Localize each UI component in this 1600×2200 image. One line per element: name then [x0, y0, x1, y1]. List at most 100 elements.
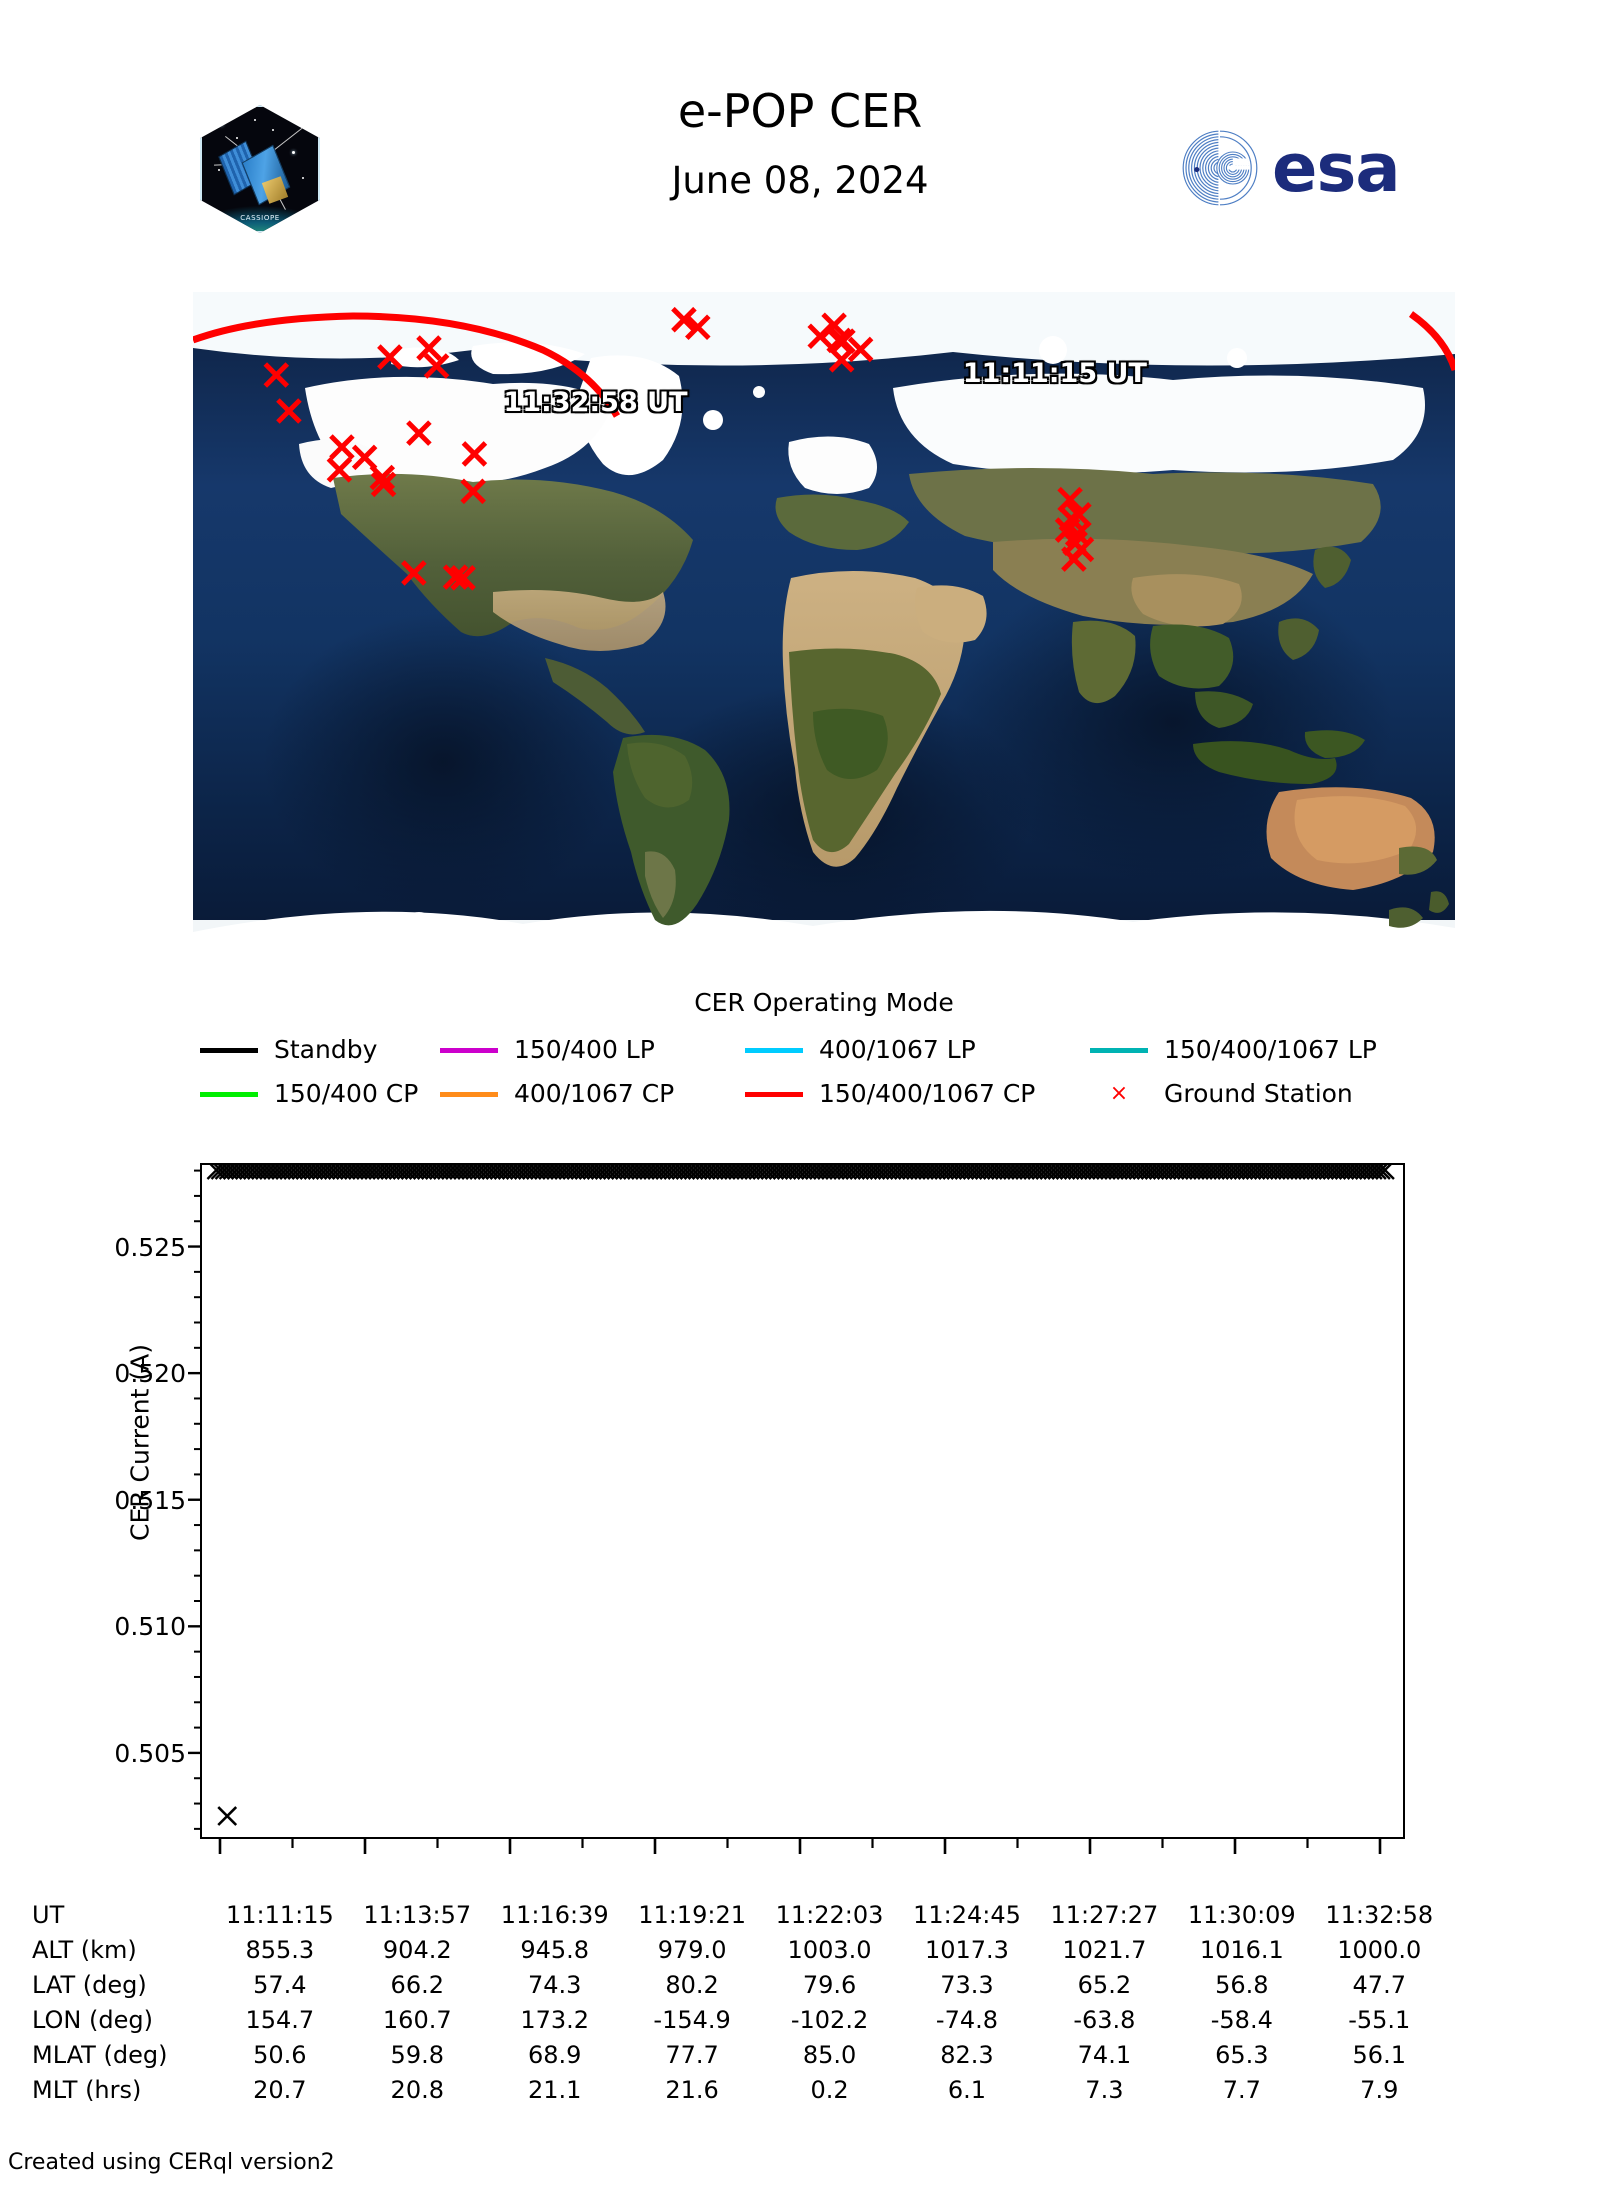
ephemeris-table: UT 11:11:15 11:13:57 11:16:39 11:19:21 11:22:…: [28, 1898, 1448, 2108]
y-tick-label: 0.525: [114, 1232, 186, 1262]
legend-color-swatch: [200, 1091, 258, 1097]
ground-station-icon: [807, 323, 833, 350]
table-cell: 7.3: [1085, 2076, 1124, 2104]
cassiope-logo: CASSIOPE: [200, 105, 320, 233]
legend-label: Ground Station: [1164, 1079, 1353, 1108]
data-point-marker: [1375, 1165, 1395, 1180]
table-cell: 904.2: [382, 1936, 452, 1964]
table-cell: 11:27:27: [1050, 1901, 1159, 1929]
table-cell: 1017.3: [924, 1936, 1009, 1964]
legend-color-swatch: [745, 1047, 803, 1053]
table-cell: -63.8: [1073, 2006, 1136, 2034]
legend-label: 150/400 LP: [514, 1035, 655, 1064]
data-point-marker: [217, 1806, 238, 1826]
legend-row: Standby 150/400 LP 400/1067 LP 150/400/1067…: [200, 1030, 1450, 1070]
ground-station-icon: [351, 444, 378, 471]
table-cell: 855.3: [245, 1936, 315, 1964]
table-cell: 11:30:09: [1187, 1901, 1296, 1929]
title-block: e-POP CER June 08, 2024: [400, 88, 1200, 199]
y-axis-tick-labels: 0.505 0.510 0.515 0.520 0.525: [60, 1163, 186, 1839]
table-cell: 79.6: [802, 1971, 857, 1999]
table-cell: 77.7: [665, 2041, 719, 2069]
ground-station-icon: [370, 471, 397, 498]
legend-row: 150/400 CP 400/1067 CP 150/400/1067 CP × Gro…: [200, 1074, 1450, 1114]
page-title: e-POP CER: [677, 84, 923, 138]
ground-station-legend-icon: ×: [1109, 1081, 1129, 1106]
table-row: MLT (hrs) 20.7 20.8 21.1 21.6 0.2 6.1 7.3 7.7 7.9: [28, 2073, 1448, 2108]
ground-station-icon: [423, 353, 450, 379]
page-header: CASSIOPE e-POP CER June 08, 2024: [0, 0, 1600, 285]
ground-station-icon: [406, 420, 432, 446]
map-time-label: 11:11:15 UT: [962, 358, 1147, 390]
table-cell: 0.2: [810, 2076, 849, 2104]
legend-color-swatch: [1090, 1047, 1148, 1053]
table-cell: -55.1: [1348, 2006, 1411, 2034]
table-row-label: LON (deg): [32, 2006, 153, 2034]
table-cell: -74.8: [935, 2006, 999, 2034]
table-cell: -154.9: [653, 2006, 731, 2034]
legend-label: Standby: [274, 1035, 378, 1064]
table-cell: 11:19:21: [638, 1901, 747, 1929]
world-map-panel[interactable]: 11:32:58 UT 11:11:15 UT: [193, 292, 1455, 984]
ground-station-icon: [460, 478, 486, 505]
table-cell: 66.2: [390, 1971, 444, 1999]
data-point-marker: [1367, 1165, 1387, 1180]
ground-station-icon: [369, 464, 396, 491]
legend-color-swatch: [745, 1091, 803, 1097]
table-cell: 7.7: [1222, 2076, 1261, 2104]
cassiope-logo-hexagon: CASSIOPE: [200, 105, 320, 233]
table-cell: 154.7: [245, 2006, 315, 2034]
table-cell: 68.9: [527, 2041, 582, 2069]
footer-credit: Created using CERql version2: [8, 2150, 335, 2175]
table-cell: 56.1: [1352, 2041, 1406, 2069]
ground-station-icon: [416, 335, 442, 361]
ground-station-icon: [671, 306, 697, 333]
ground-station-icon: [401, 560, 427, 586]
y-tick-label: 0.505: [114, 1738, 186, 1768]
table-cell: 20.7: [253, 2076, 307, 2104]
legend-label: 150/400 CP: [274, 1079, 419, 1108]
operating-mode-legend: Standby 150/400 LP 400/1067 LP 150/400/1067…: [200, 1030, 1450, 1120]
map-caption: CER Operating Mode: [694, 988, 954, 1017]
legend-label: 400/1067 LP: [819, 1035, 976, 1064]
esa-logo: esa: [1180, 128, 1470, 208]
ground-station-icon: [263, 362, 290, 388]
table-cell: -58.4: [1210, 2006, 1273, 2034]
legend-item: 150/400/1067 LP: [1090, 1030, 1377, 1070]
legend-color-swatch: [440, 1091, 498, 1097]
esa-wordmark: esa: [1272, 129, 1401, 207]
y-axis-ticks: [188, 1169, 202, 1830]
table-cell: 11:22:03: [775, 1901, 884, 1929]
ground-station-icon: [326, 457, 353, 483]
y-tick-label: 0.515: [114, 1485, 186, 1515]
table-cell: 73.3: [940, 1971, 994, 1999]
cer-current-plot[interactable]: [200, 1163, 1405, 1839]
ground-station-icon: [828, 347, 855, 373]
table-cell: 50.6: [253, 2041, 307, 2069]
ephemeris-table-grid: UT 11:11:15 11:13:57 11:16:39 11:19:21 11:22:…: [28, 1898, 1448, 2108]
ground-station-icon: [1061, 546, 1087, 572]
table-cell: 11:13:57: [363, 1901, 472, 1929]
legend-item: 150/400 LP: [440, 1030, 655, 1070]
table-cell: 1000.0: [1337, 1936, 1422, 1964]
legend-color-swatch: [440, 1047, 498, 1053]
ground-station-icon: [276, 398, 302, 424]
map-time-label: 11:32:58 UT: [503, 387, 688, 419]
table-cell: 6.1: [947, 2076, 987, 2104]
legend-item: 400/1067 CP: [440, 1074, 674, 1114]
data-point-marker: [1371, 1165, 1391, 1180]
table-cell: 945.8: [520, 1936, 590, 1964]
ground-station-icon: [329, 434, 355, 460]
table-cell: 979.0: [657, 1936, 727, 1964]
table-cell: 1021.7: [1062, 1936, 1147, 1964]
table-cell: 11:16:39: [500, 1901, 609, 1929]
table-cell: 82.3: [940, 2041, 994, 2069]
table-cell: 7.9: [1360, 2076, 1399, 2104]
ground-station-icon: [442, 564, 469, 590]
esa-globe-icon: [1182, 130, 1258, 206]
legend-item: 150/400 CP: [200, 1074, 418, 1114]
table-cell: 21.6: [665, 2076, 719, 2104]
table-row-label: MLT (hrs): [32, 2076, 142, 2104]
table-cell: 11:11:15: [225, 1901, 334, 1929]
y-tick-label: 0.510: [114, 1612, 186, 1642]
